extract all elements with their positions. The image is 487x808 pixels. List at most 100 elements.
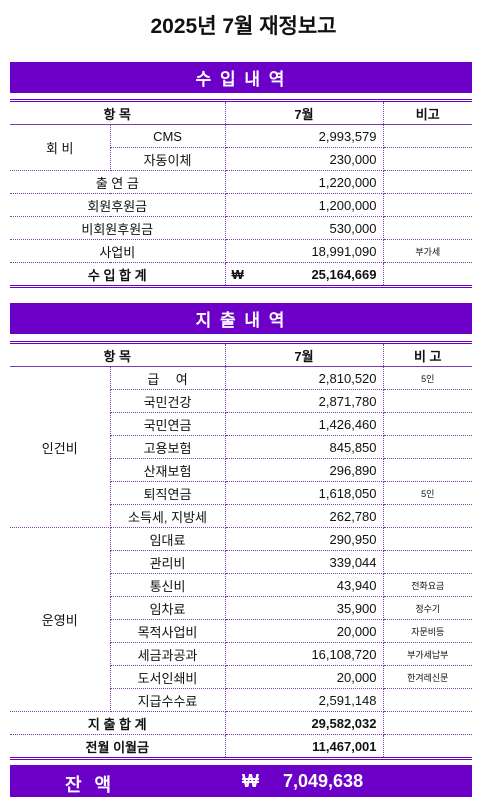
amount: 35,900 — [224, 596, 384, 620]
note — [382, 435, 473, 459]
item: 퇴직연금 — [110, 481, 226, 505]
amount: 1,220,000 — [224, 170, 384, 194]
header-cell: 7월 — [224, 100, 384, 125]
item: 임대료 — [109, 527, 226, 551]
item: 고용보험 — [110, 435, 226, 459]
row: 소득세, 지방세 262,780 — [10, 504, 473, 528]
amount: 290,950 — [224, 527, 384, 551]
total-value: 29,582,032 — [311, 715, 377, 731]
row: 지급수수료 2,591,148 — [10, 688, 473, 712]
note — [382, 527, 473, 551]
balance-currency: ₩ — [242, 771, 259, 791]
amount: 18,991,090 — [224, 239, 384, 263]
balance-amount: 7,049,638 — [283, 771, 364, 791]
amount: 43,940 — [224, 573, 384, 597]
amount: 20,000 — [224, 665, 384, 689]
item: CMS — [109, 124, 226, 148]
note — [382, 504, 473, 528]
item: 도서인쇄비 — [110, 665, 226, 689]
group: 인건비 — [10, 366, 111, 528]
total-value: 25,164,669 — [311, 266, 377, 282]
item: 국민건강 — [110, 389, 226, 413]
row: 산재보험 296,890 — [10, 458, 473, 482]
amount: 262,780 — [224, 504, 384, 528]
amount: 2,993,579 — [224, 124, 384, 148]
item: 통신비 — [110, 573, 226, 597]
item: 소득세, 지방세 — [110, 504, 226, 528]
note — [382, 688, 473, 712]
row: 도서인쇄비 20,000 한겨레신문 — [10, 665, 473, 689]
row: 국민건강 2,871,780 — [10, 389, 473, 413]
row: 사업비 18,991,090 부가세 — [10, 239, 473, 263]
total-row: 수 입 합 계 ₩25,164,669 — [10, 262, 473, 287]
note — [382, 550, 473, 574]
item: 지급수수료 — [110, 688, 226, 712]
total-label: 지 출 합 계 — [10, 711, 226, 735]
item: 출 연 금 — [10, 170, 226, 194]
header-cell: 7월 — [224, 342, 384, 367]
row: 퇴직연금 1,618,050 5인 — [10, 481, 473, 505]
income-table: 항 목 7월 비고 회 비 CMS 2,993,579 자동이체 230,000 출 연 금 1,… — [10, 99, 473, 288]
amount: 230,000 — [224, 147, 384, 171]
row: 운영비 임대료 290,950 — [10, 527, 473, 712]
note: 부가세 — [382, 239, 473, 263]
section-heading: 수 입 내 역 — [10, 62, 472, 93]
note — [382, 147, 473, 171]
expense-table: 항 목 7월 비 고 인건비 급 여 2,810,520 5인 국민건강 2,871,780 국민… — [10, 341, 473, 760]
header-cell: 항 목 — [10, 342, 226, 367]
currency: ₩ — [231, 266, 244, 282]
item: 비회원후원금 — [10, 216, 226, 240]
item: 급 여 — [109, 366, 226, 390]
note: 한겨레신문 — [382, 665, 473, 689]
total-label: 전월 이월금 — [10, 734, 226, 759]
note — [382, 711, 473, 735]
money: ₩25,164,669 — [232, 267, 377, 282]
group: 운영비 — [10, 527, 111, 712]
amount: 20,000 — [224, 619, 384, 643]
row: 임차료 35,900 정수기 — [10, 596, 473, 620]
amount: 1,618,050 — [224, 481, 384, 505]
amount: 2,871,780 — [224, 389, 384, 413]
amount: 2,591,148 — [224, 688, 384, 712]
note — [382, 216, 473, 240]
note — [382, 193, 473, 217]
item: 목적사업비 — [110, 619, 226, 643]
total-row: 전월 이월금 11,467,001 — [10, 734, 473, 759]
item: 관리비 — [110, 550, 226, 574]
row: 관리비 339,044 — [10, 550, 473, 574]
header-cell: 항 목 — [10, 100, 226, 125]
note: 정수기 — [382, 596, 473, 620]
note — [382, 412, 473, 436]
row: 비회원후원금 530,000 — [10, 216, 473, 240]
row: 목적사업비 20,000 자문비등 — [10, 619, 473, 643]
amount: 339,044 — [224, 550, 384, 574]
item: 국민연금 — [110, 412, 226, 436]
note — [382, 124, 473, 148]
row: 자동이체 230,000 — [10, 147, 473, 171]
item: 자동이체 — [110, 147, 226, 171]
amount: 845,850 — [224, 435, 384, 459]
amount: 16,108,720 — [224, 642, 384, 666]
total-amount: 29,582,032 — [224, 711, 384, 735]
row: 회 비 CMS 2,993,579 — [10, 124, 473, 171]
total-label: 수 입 합 계 — [10, 262, 226, 287]
note — [382, 458, 473, 482]
title: 2025년 7월 재정보고 — [150, 15, 337, 38]
note — [382, 389, 473, 413]
note — [382, 262, 473, 287]
total-amount: 11,467,001 — [224, 734, 384, 759]
item: 임차료 — [110, 596, 226, 620]
row: 고용보험 845,850 — [10, 435, 473, 459]
total-value: 11,467,001 — [312, 738, 377, 754]
header-cell: 비고 — [382, 100, 473, 125]
balance-label: 잔 액 — [65, 775, 116, 795]
item: 회원후원금 — [10, 193, 226, 217]
row: 회원후원금 1,200,000 — [10, 193, 473, 217]
balance-bar: 잔 액 ₩ 7,049,638 — [10, 765, 472, 797]
header-row: 항 목 7월 비고 — [10, 100, 473, 125]
row: 인건비 급 여 2,810,520 5인 — [10, 366, 473, 528]
total-amount: ₩25,164,669 — [224, 262, 384, 287]
row: 출 연 금 1,220,000 — [10, 170, 473, 194]
item: 세금과공과 — [110, 642, 226, 666]
